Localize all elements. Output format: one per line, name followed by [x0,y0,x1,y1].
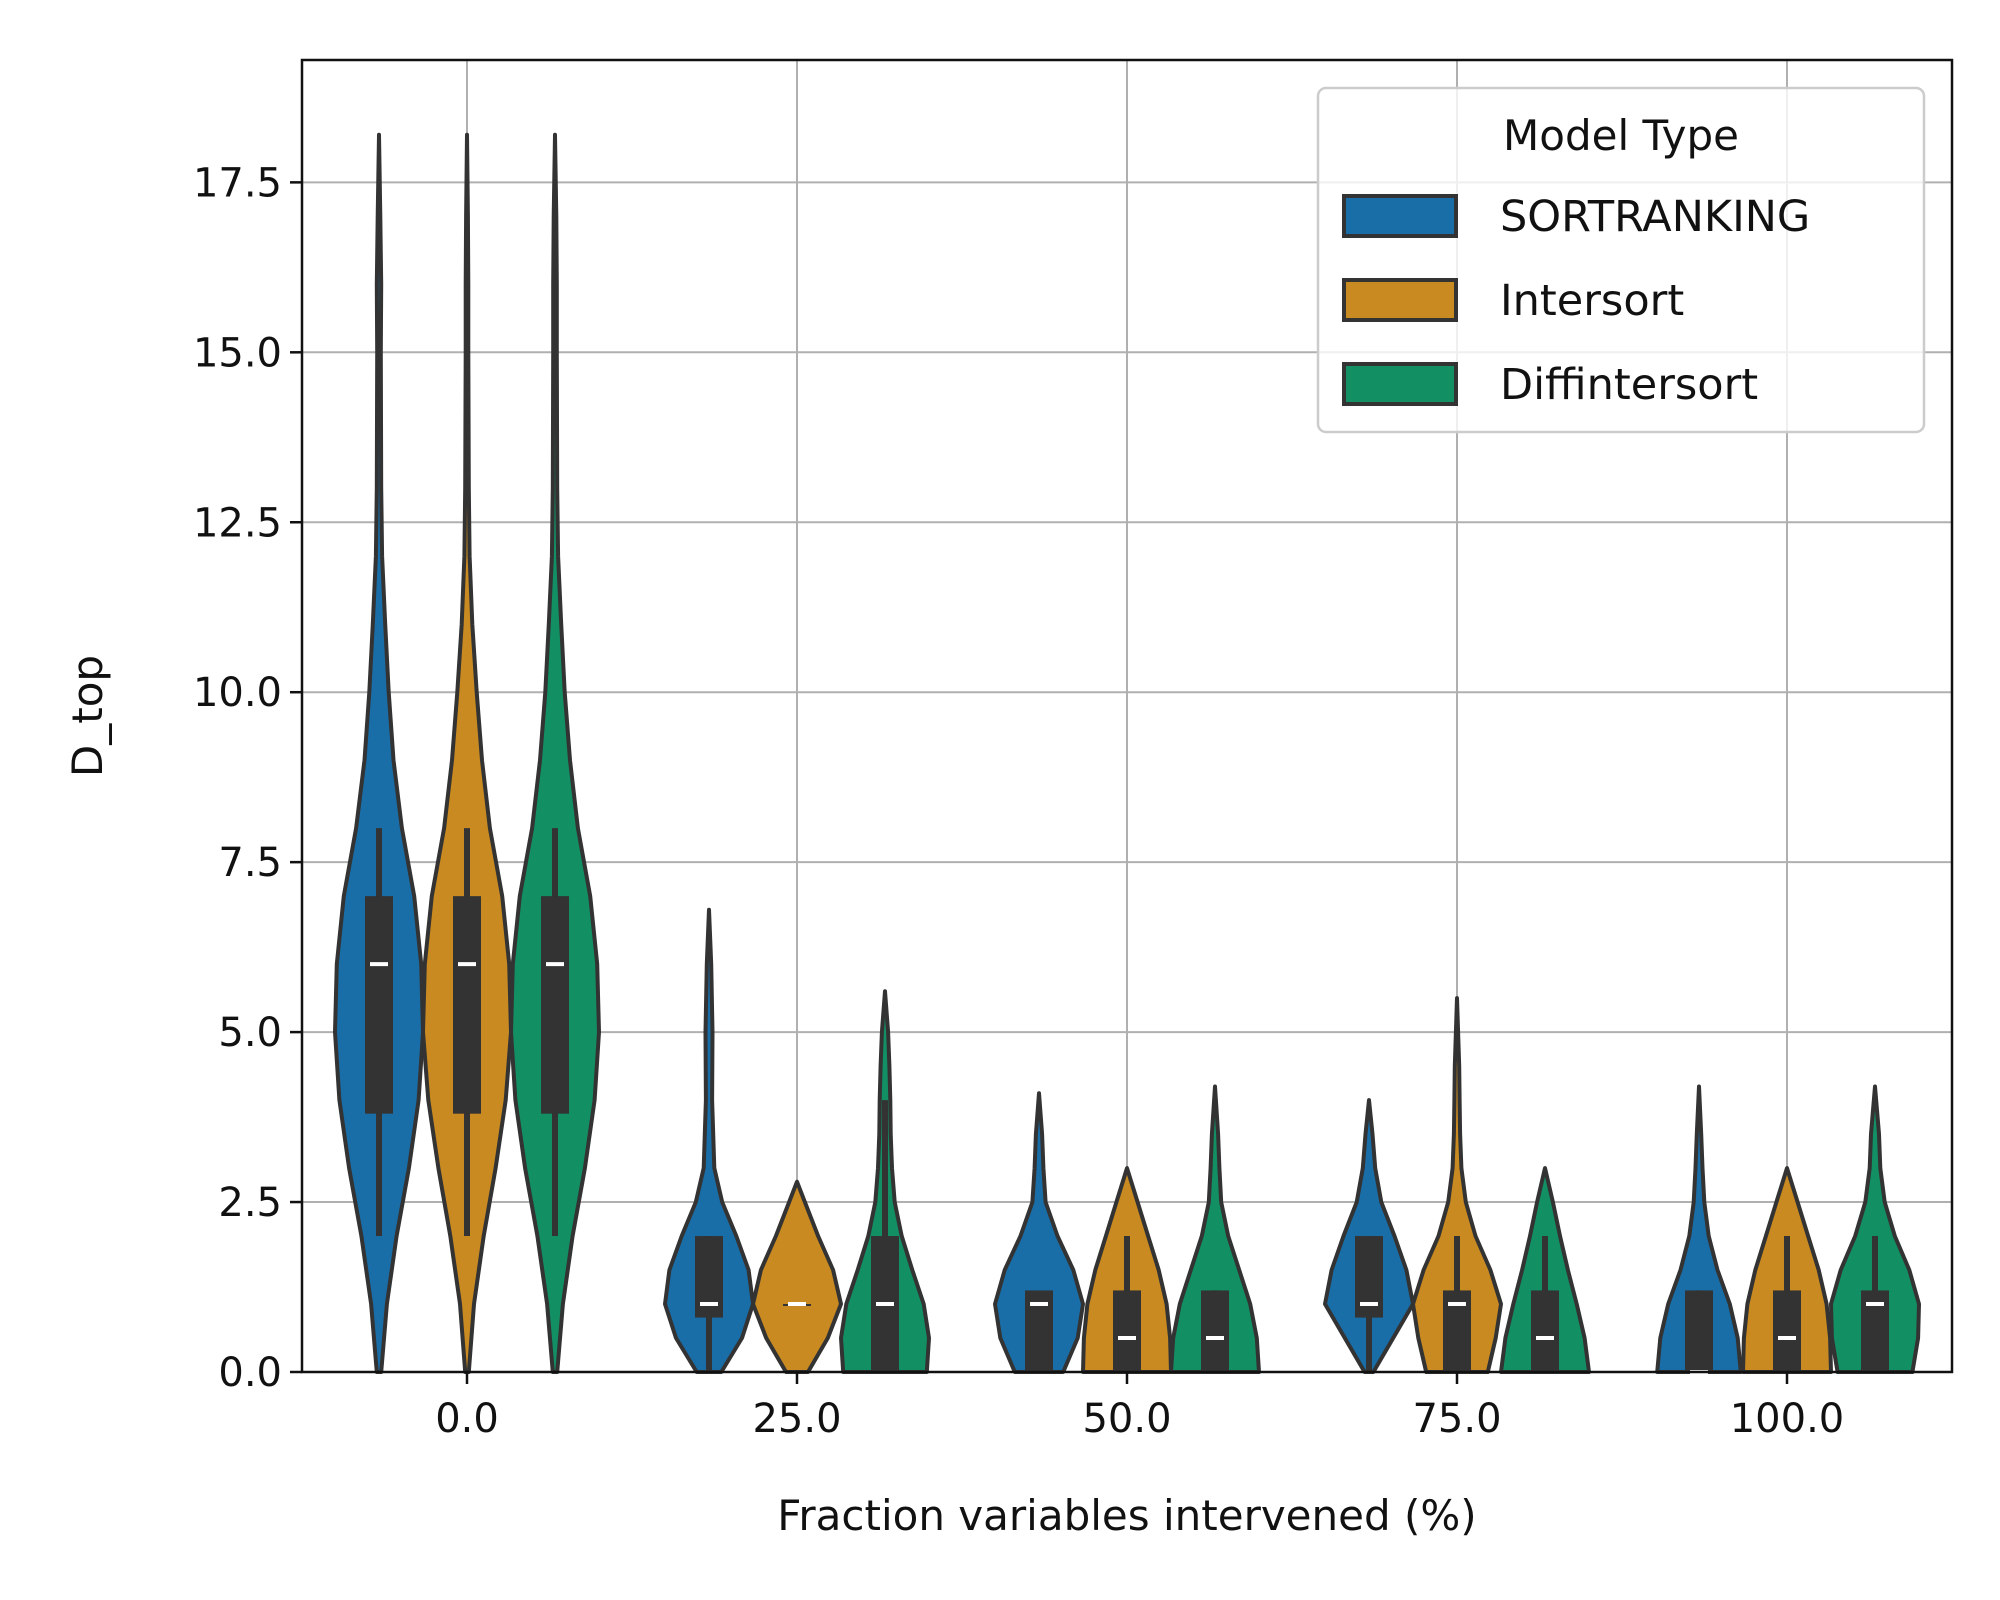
legend: Model Type SORTRANKING Intersort Diffinter… [1316,86,1926,434]
legend-label-diffintersort: Diffintersort [1500,360,1758,410]
y-axis-title: D_top [63,655,112,777]
y-axis-ticks: 0.0 2.5 5.0 7.5 10.0 12.5 15.0 17.5 [193,160,302,1396]
violin-iqr-box [1201,1290,1229,1372]
legend-box [1316,86,1926,434]
x-tick-label: 100.0 [1730,1396,1845,1442]
legend-swatch-sortranking [1342,194,1458,238]
x-tick-label: 25.0 [752,1396,841,1442]
violin-diffintersort-0.0 [509,132,601,1374]
y-tick-label: 5.0 [218,1010,282,1056]
legend-title: Model Type [1503,111,1739,160]
legend-swatch-intersort [1342,278,1458,322]
violin-sortranking-50.0 [993,1091,1085,1374]
violins [333,132,1921,1374]
violin-iqr-box [1685,1290,1713,1372]
violin-diffintersort-100.0 [1829,1084,1921,1374]
violin-iqr-box [1773,1290,1801,1372]
violin-iqr-box [541,896,569,1114]
violin-sortranking-25.0 [663,907,755,1374]
legend-label-sortranking: SORTRANKING [1500,192,1810,242]
violin-iqr-box [365,896,393,1114]
x-tick-label: 75.0 [1412,1396,1501,1442]
violin-sortranking-0.0 [333,132,425,1374]
violin-intersort-75.0 [1411,996,1503,1374]
legend-swatch-diffintersort [1342,362,1458,406]
y-tick-label: 15.0 [193,330,282,376]
violin-sortranking-100.0 [1655,1084,1743,1374]
y-tick-label: 0.0 [218,1350,282,1396]
x-axis-ticks: 0.0 25.0 50.0 75.0 100.0 [435,1372,1844,1442]
y-tick-label: 2.5 [218,1180,282,1226]
y-tick-label: 17.5 [193,160,282,206]
x-axis-title: Fraction variables intervened (%) [777,1491,1476,1540]
y-tick-label: 12.5 [193,500,282,546]
x-tick-label: 0.0 [435,1396,499,1442]
violin-iqr-box [1113,1290,1141,1372]
legend-entries: SORTRANKING Intersort Diffintersort [1342,192,1810,410]
y-tick-label: 7.5 [218,840,282,886]
legend-label-intersort: Intersort [1500,276,1684,326]
violin-iqr-box [1531,1290,1559,1372]
violin-intersort-0.0 [421,132,513,1374]
violin-diffintersort-50.0 [1169,1084,1261,1374]
y-tick-label: 10.0 [193,670,282,716]
x-tick-label: 50.0 [1082,1396,1171,1442]
violin-iqr-box [453,896,481,1114]
violin-intersort-25.0 [751,1179,843,1374]
